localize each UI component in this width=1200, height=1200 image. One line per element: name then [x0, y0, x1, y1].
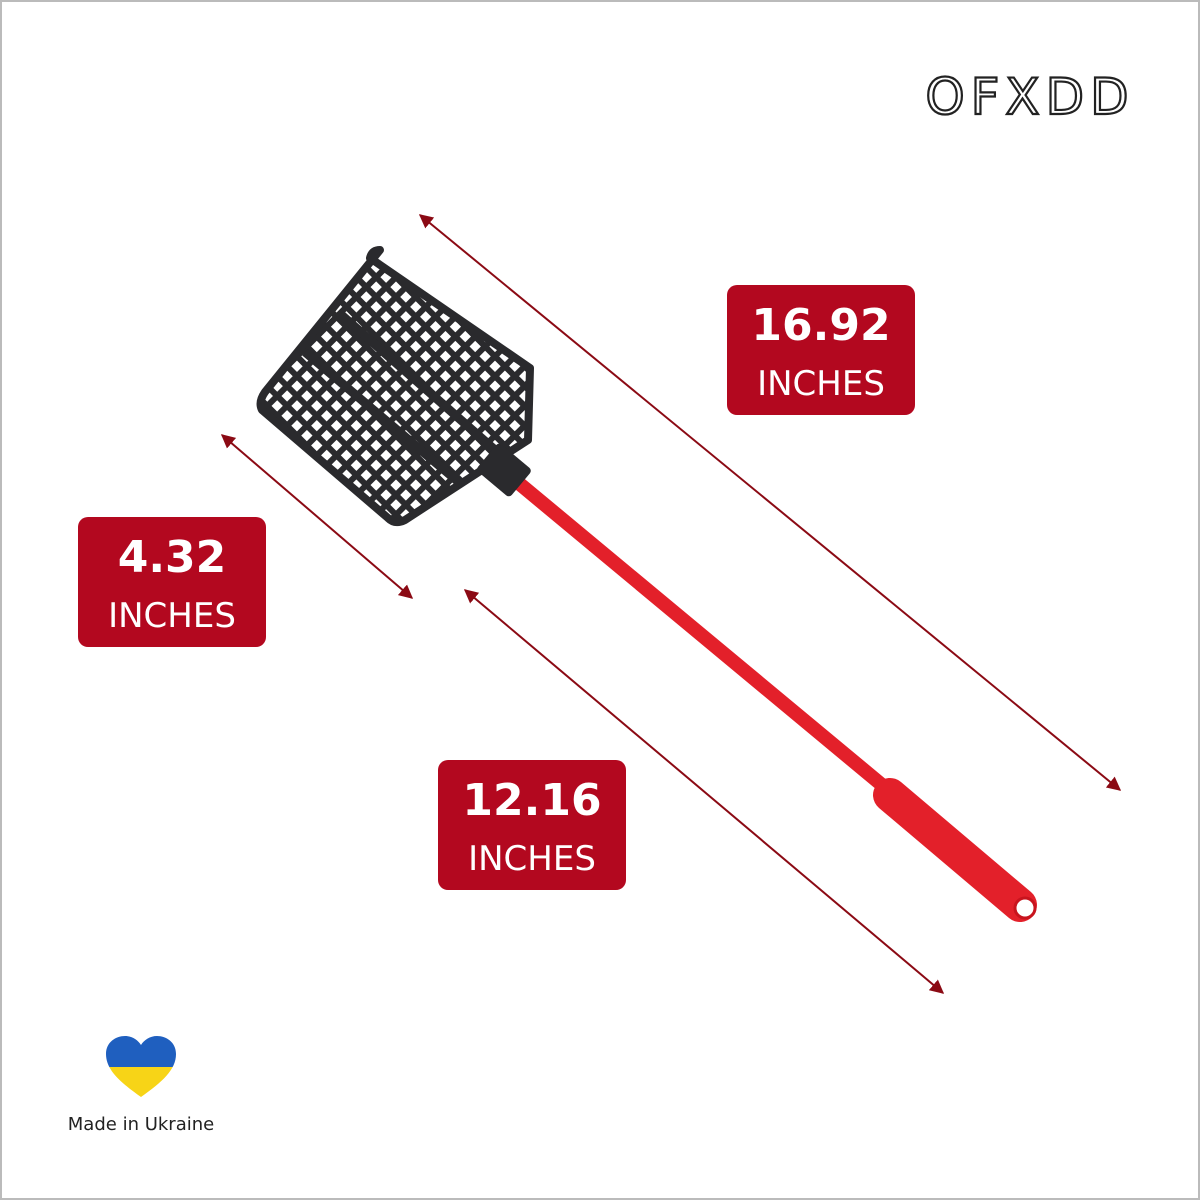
- dimension-label: 12.16 INCHES: [438, 760, 626, 890]
- dimension-unit: INCHES: [108, 596, 236, 636]
- dimension-value: 4.32: [118, 532, 227, 583]
- dimension-unit: INCHES: [757, 364, 885, 404]
- dimension-value: 16.92: [751, 300, 890, 351]
- origin-text: Made in Ukraine: [68, 1114, 214, 1135]
- dimension-label: 16.92 INCHES: [727, 285, 915, 415]
- dimension-value: 12.16: [462, 775, 601, 826]
- arrows: [220, 214, 1122, 994]
- dimension-unit: INCHES: [468, 839, 596, 879]
- brand-logo: OFXDD: [925, 68, 1134, 126]
- dimension-label: 4.32 INCHES: [78, 517, 266, 647]
- fly-swatter: [256, 246, 1037, 922]
